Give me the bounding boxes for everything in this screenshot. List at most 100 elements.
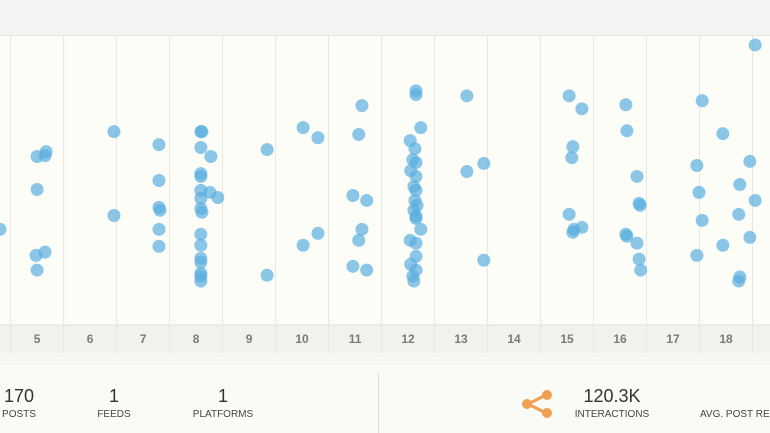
point [566, 225, 580, 239]
point [619, 98, 633, 112]
point [296, 121, 310, 135]
point [194, 227, 208, 241]
point [690, 158, 704, 172]
point [260, 143, 274, 157]
point [360, 193, 374, 207]
point [408, 142, 422, 156]
stat: 1 PLATFORMS [168, 385, 278, 420]
x-tick-label: 8 [193, 332, 200, 346]
stat: 170 POSTS [0, 385, 38, 420]
point [695, 94, 709, 108]
x-tick-label: 18 [719, 332, 733, 346]
point [355, 222, 369, 236]
point [562, 207, 576, 221]
point [743, 230, 757, 244]
point [620, 229, 634, 243]
divider [378, 373, 379, 433]
point [194, 141, 208, 155]
point [355, 99, 369, 113]
point [716, 127, 730, 141]
point [107, 208, 121, 222]
point [409, 236, 423, 250]
plot-background [0, 36, 770, 325]
x-tick-label: 5 [34, 332, 41, 346]
point [194, 238, 208, 252]
point [360, 263, 374, 277]
stat: AVG. POST RES [700, 407, 770, 420]
chart: 5 6 7 8 9 10 11 12 13 14 15 16 17 18 [0, 36, 770, 353]
stat: 1 FEEDS [84, 385, 144, 420]
point [152, 222, 166, 236]
point [409, 169, 423, 183]
point [733, 178, 747, 192]
point [346, 189, 360, 203]
point [352, 233, 366, 247]
point [477, 253, 491, 267]
x-tick-label: 12 [401, 332, 415, 346]
point [107, 125, 121, 139]
x-tick-label: 13 [454, 332, 468, 346]
x-tick-label: 17 [666, 332, 680, 346]
x-tick-label: 6 [87, 332, 94, 346]
point [748, 193, 762, 207]
point [194, 191, 208, 205]
point [566, 140, 580, 154]
stat-value: 1 [217, 386, 228, 406]
point [407, 274, 421, 288]
point [152, 239, 166, 253]
x-tick-label: 9 [246, 332, 253, 346]
point [194, 274, 208, 288]
stat: 120.3K INTERACTIONS [562, 385, 662, 420]
point [732, 274, 746, 288]
point [630, 236, 644, 250]
x-tick-label: 14 [507, 332, 521, 346]
share-icon [522, 390, 552, 418]
x-tick-label: 15 [560, 332, 574, 346]
point [0, 222, 7, 236]
stat-label: FEEDS [97, 409, 131, 420]
point [460, 89, 474, 103]
point [414, 222, 428, 236]
point [296, 238, 310, 252]
point [211, 191, 225, 205]
stat-value: 1 [108, 386, 119, 406]
stat-value: 120.3K [583, 386, 641, 406]
point [743, 154, 757, 168]
toolbar [0, 0, 770, 36]
point [716, 238, 730, 252]
point [477, 156, 491, 170]
point [575, 102, 589, 116]
point [634, 263, 648, 277]
point [152, 174, 166, 187]
point [38, 245, 52, 259]
point [409, 88, 423, 102]
point [195, 205, 209, 219]
point [695, 213, 709, 227]
point [409, 183, 423, 197]
point [38, 149, 52, 163]
point [194, 169, 208, 183]
point [352, 128, 366, 142]
point [30, 263, 44, 277]
point [692, 185, 706, 199]
point [630, 169, 644, 183]
point [153, 203, 167, 217]
stat-label: PLATFORMS [192, 409, 254, 420]
point [632, 252, 646, 266]
stat-label: INTERACTIONS [574, 409, 650, 420]
x-tick-label: 7 [140, 332, 147, 346]
point [460, 165, 474, 179]
point [409, 211, 423, 225]
point [260, 268, 274, 282]
stat-value: 170 [3, 386, 35, 406]
point [311, 226, 325, 240]
point [346, 259, 360, 273]
point [204, 150, 218, 164]
x-tick-label: 11 [349, 332, 362, 346]
stat-label: POSTS [2, 409, 36, 420]
point [633, 198, 647, 212]
point [194, 255, 208, 269]
stats-bar: 170 POSTS 1 FEEDS 1 PLATFORMS 120.3K INTERAC… [0, 365, 770, 433]
point [562, 89, 576, 103]
x-tick-label: 16 [613, 332, 627, 346]
